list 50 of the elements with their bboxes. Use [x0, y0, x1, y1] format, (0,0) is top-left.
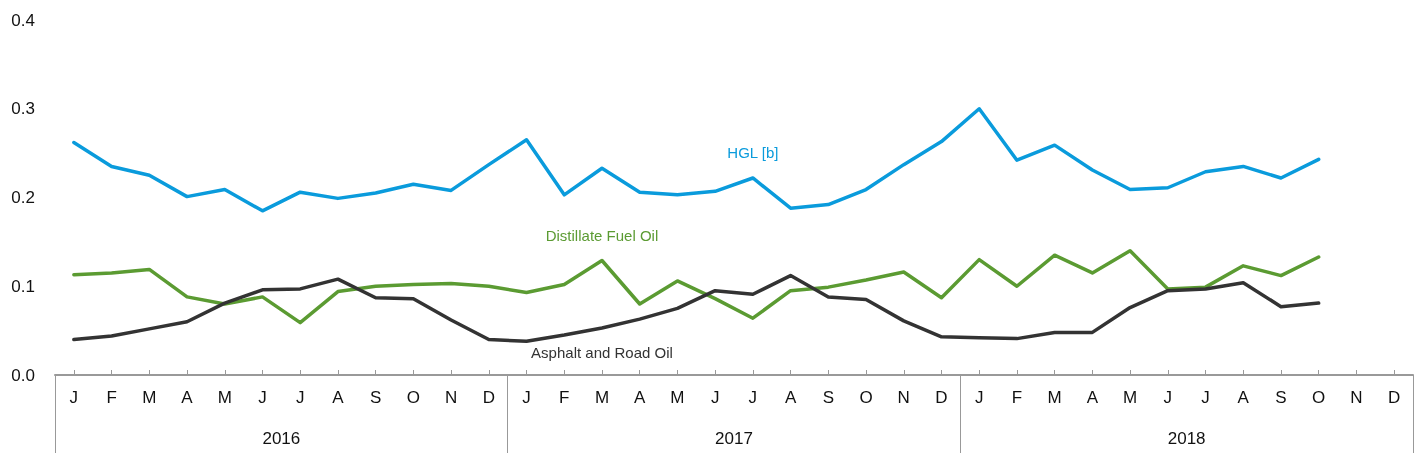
x-tick-label: N: [897, 388, 910, 407]
x-tick-label: M: [1047, 388, 1062, 407]
series-label: HGL [b]: [727, 143, 779, 161]
x-tick-label: F: [1011, 388, 1023, 407]
x-tick-label: A: [332, 388, 345, 407]
x-tick-label: J: [748, 388, 758, 407]
x-tick-label: F: [559, 388, 570, 407]
x-tick-label: J: [295, 388, 305, 407]
x-tick-label: J: [974, 388, 984, 407]
x-tick-label: A: [634, 388, 647, 407]
x-tick-label: D: [482, 388, 495, 407]
x-tick-label: A: [181, 388, 194, 407]
x-tick-label: M: [142, 388, 157, 407]
x-tick-label: J: [258, 388, 267, 407]
x-tick-label: J: [710, 388, 720, 407]
x-tick-label: D: [1388, 388, 1401, 407]
x-tick-label: S: [1275, 388, 1287, 407]
x-tick-label: O: [1312, 388, 1326, 407]
x-tick-label: S: [822, 388, 834, 407]
y-tick-label: 0.0: [11, 365, 35, 385]
x-tick-label: J: [522, 388, 531, 407]
x-tick-label: A: [784, 388, 797, 407]
x-tick-label: O: [859, 388, 873, 407]
x-tick-label: M: [1123, 388, 1138, 407]
x-tick-label: D: [935, 388, 948, 407]
x-tick-label: N: [444, 388, 458, 407]
line-series: [72, 249, 1321, 325]
x-tick-label: A: [1237, 388, 1250, 407]
x-tick-label: S: [369, 388, 382, 407]
x-tick-label: F: [106, 388, 117, 407]
y-tick-label: 0.2: [11, 188, 35, 207]
text: 2017: [715, 429, 753, 448]
line-series: [72, 273, 1321, 344]
y-tick-label: 0.4: [11, 10, 35, 30]
x-tick-label: M: [670, 388, 685, 407]
line-series: [72, 107, 1321, 213]
x-tick-label: A: [1086, 388, 1099, 407]
x-tick-label: M: [594, 388, 610, 407]
text: 2018: [1167, 429, 1206, 448]
series-label: Distillate Fuel Oil: [545, 226, 659, 244]
x-tick-label: O: [406, 388, 420, 407]
text: 2016: [262, 429, 301, 448]
x-tick-label: J: [1163, 388, 1173, 407]
y-tick-label: 0.1: [11, 276, 35, 296]
series-label: Asphalt and Road Oil: [531, 343, 673, 361]
x-tick-label: J: [69, 388, 79, 407]
x-tick-label: N: [1350, 388, 1363, 407]
x-tick-label: J: [1201, 388, 1210, 407]
y-tick-label: 0.3: [11, 99, 35, 119]
x-tick-label: M: [217, 388, 232, 407]
